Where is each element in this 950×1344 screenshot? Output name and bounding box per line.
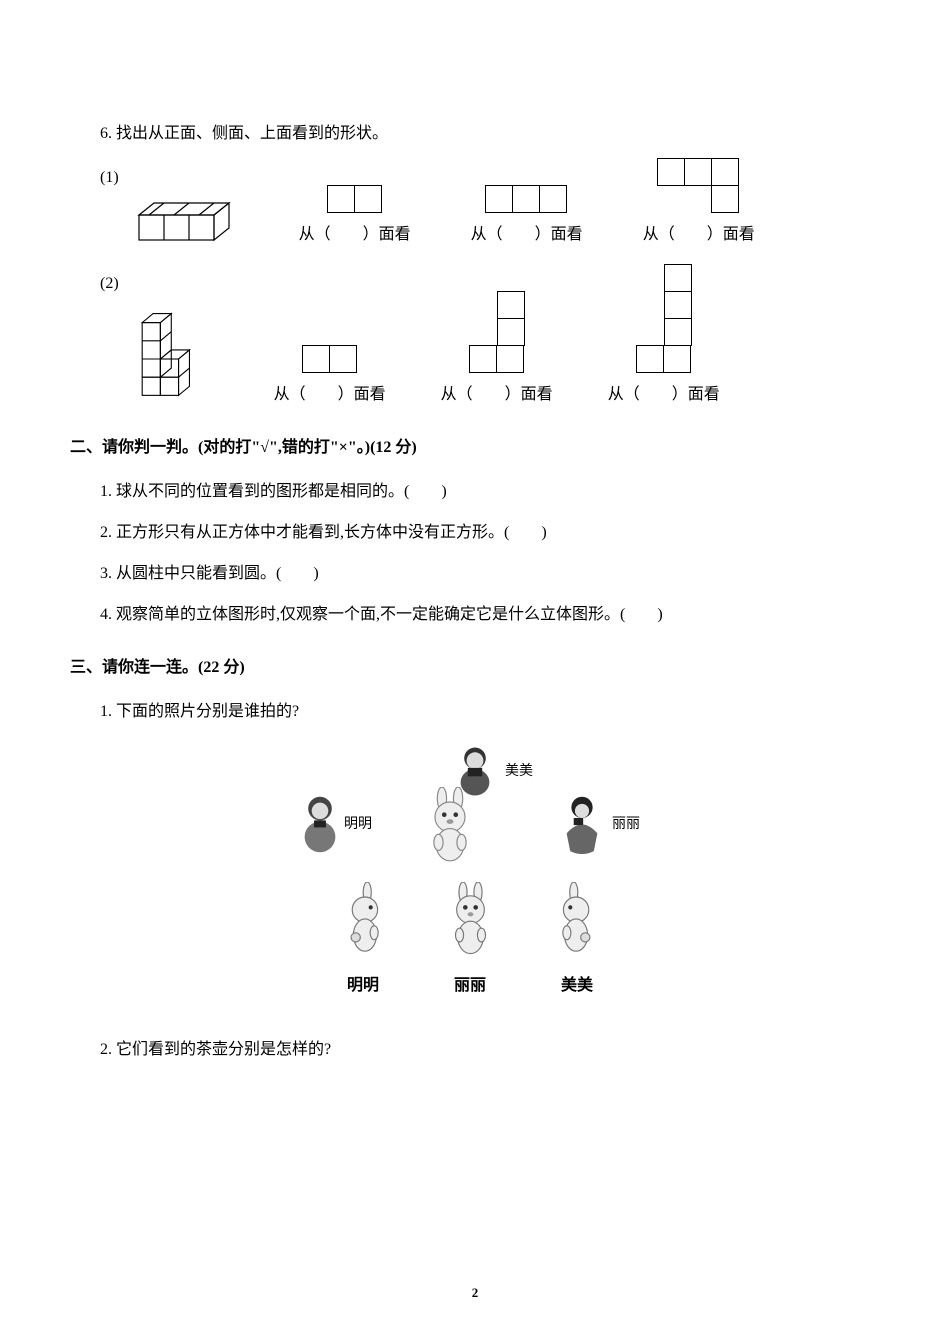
name-b3[interactable]: 美美 bbox=[561, 972, 593, 1001]
cube-row-3d bbox=[129, 195, 239, 250]
names-bottom: 明明 丽丽 美美 bbox=[347, 972, 593, 1001]
judge-4[interactable]: 4. 观察简单的立体图形时,仅观察一个面,不一定能确定它是什么立体图形。( ) bbox=[100, 601, 870, 630]
sub1-num: (1) bbox=[100, 159, 119, 193]
rabbit-center bbox=[420, 787, 480, 862]
cube-l-3d bbox=[129, 309, 219, 409]
q6-sub2-row: (2) 从（ ）面看 bbox=[70, 265, 870, 410]
rabbit-view-2[interactable] bbox=[443, 882, 498, 957]
photo-scene: 美美 明明 bbox=[70, 747, 870, 1001]
sub2-opt-a: 从（ ）面看 bbox=[274, 346, 386, 410]
sub2-opt-b: 从（ ）面看 bbox=[441, 292, 553, 410]
page-number: 2 bbox=[0, 1281, 950, 1304]
label-a1[interactable]: 从（ ）面看 bbox=[299, 221, 411, 250]
section2-title: 二、请你判一判。(对的打"√",错的打"×"。)(12 分) bbox=[70, 434, 870, 463]
sub2-num: (2) bbox=[100, 265, 119, 299]
q6-sub1-row: (1) 从（ ）面看 从（ ）面看 从（ ）面看 bbox=[70, 159, 870, 250]
judge-1[interactable]: 1. 球从不同的位置看到的图形都是相同的。( ) bbox=[100, 478, 870, 507]
s3-q2: 2. 它们看到的茶壶分别是怎样的? bbox=[100, 1036, 870, 1065]
section3-title: 三、请你连一连。(22 分) bbox=[70, 654, 870, 683]
lili-icon bbox=[552, 792, 612, 857]
label-b2[interactable]: 从（ ）面看 bbox=[441, 381, 553, 410]
meimei-label: 美美 bbox=[505, 759, 533, 784]
s3-q1: 1. 下面的照片分别是谁拍的? bbox=[100, 698, 870, 727]
sub1-opt-a: 从（ ）面看 bbox=[299, 186, 411, 250]
sub1-opt-c: 从（ ）面看 bbox=[643, 159, 755, 250]
rabbit-view-1[interactable] bbox=[338, 882, 393, 957]
rabbit-views-row bbox=[338, 882, 603, 957]
label-a2[interactable]: 从（ ）面看 bbox=[274, 381, 386, 410]
lili-label: 丽丽 bbox=[612, 812, 640, 837]
sub2-opt-c: 从（ ）面看 bbox=[608, 265, 720, 410]
name-b1[interactable]: 明明 bbox=[347, 972, 379, 1001]
q6-title: 6. 找出从正面、侧面、上面看到的形状。 bbox=[100, 120, 870, 149]
label-c1[interactable]: 从（ ）面看 bbox=[643, 221, 755, 250]
sub1-opt-b: 从（ ）面看 bbox=[471, 186, 583, 250]
label-b1[interactable]: 从（ ）面看 bbox=[471, 221, 583, 250]
sub2-shapes: 从（ ）面看 从（ ）面看 从（ ）面看 bbox=[129, 265, 720, 410]
mingming-label: 明明 bbox=[344, 812, 372, 837]
label-c2[interactable]: 从（ ）面看 bbox=[608, 381, 720, 410]
name-b2[interactable]: 丽丽 bbox=[454, 972, 486, 1001]
mingming-icon bbox=[290, 792, 350, 857]
judge-3[interactable]: 3. 从圆柱中只能看到圆。( ) bbox=[100, 560, 870, 589]
rabbit-view-3[interactable] bbox=[548, 882, 603, 957]
sub1-shapes: 从（ ）面看 从（ ）面看 从（ ）面看 bbox=[129, 159, 755, 250]
judge-2[interactable]: 2. 正方形只有从正方体中才能看到,长方体中没有正方形。( ) bbox=[100, 519, 870, 548]
